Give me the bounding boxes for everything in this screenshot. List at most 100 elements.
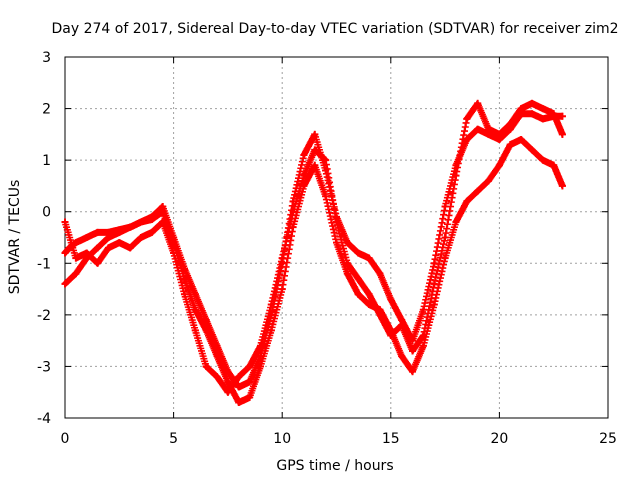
data-point [159, 208, 167, 216]
data-point [311, 146, 319, 154]
data-point [452, 218, 460, 226]
data-point [94, 244, 102, 252]
y-tick-label: 3 [42, 50, 51, 66]
axis-ticks: 0 5 10 15 20 25 -4 -3 -2 -1 0 1 2 3 [37, 50, 617, 447]
data-point [104, 244, 112, 252]
data-point [463, 115, 471, 123]
data-point [485, 125, 493, 133]
data-point [343, 259, 351, 267]
data-point [387, 331, 395, 339]
data-point [126, 223, 134, 231]
data-point [235, 399, 243, 407]
x-tick-label: 25 [599, 431, 617, 447]
data-point [452, 172, 460, 180]
data-point [539, 105, 547, 113]
data-point [235, 383, 243, 391]
data-point [463, 197, 471, 205]
data-point [278, 254, 286, 262]
data-point [419, 342, 427, 350]
y-axis-label: SDTVAR / TECUs [7, 180, 23, 295]
data-point [322, 192, 330, 200]
data-point [558, 112, 566, 120]
data-point [506, 141, 514, 149]
data-point [159, 218, 167, 226]
data-point [224, 388, 232, 396]
data-point [191, 306, 199, 314]
data-point [300, 151, 308, 159]
data-point [267, 326, 275, 334]
data-point [72, 254, 80, 262]
data-point [72, 270, 80, 278]
data-point [354, 275, 362, 283]
x-tick-label: 0 [61, 431, 70, 447]
y-tick-label: 1 [42, 153, 51, 169]
x-tick-label: 5 [169, 431, 178, 447]
data-point [398, 321, 406, 329]
y-tick-label: 0 [42, 205, 51, 221]
data-point [495, 161, 503, 169]
data-point [376, 270, 384, 278]
series-3 [61, 99, 566, 396]
data-point [115, 239, 123, 247]
data-point [558, 130, 566, 138]
data-point [528, 99, 536, 107]
data-point [354, 290, 362, 298]
data-point [517, 136, 525, 144]
data-point [235, 373, 243, 381]
data-point [474, 187, 482, 195]
y-tick-label: -3 [37, 359, 51, 375]
data-point [256, 362, 264, 370]
data-point [333, 218, 340, 226]
data-point [311, 161, 319, 169]
data-point [61, 218, 69, 226]
x-axis-label: GPS time / hours [276, 458, 393, 474]
chart-title: Day 274 of 2017, Sidereal Day-to-day VTE… [52, 21, 619, 37]
data-point [387, 295, 395, 303]
data-point [409, 347, 417, 355]
data-point [126, 244, 134, 252]
data-point [246, 393, 254, 401]
data-point [550, 161, 558, 169]
y-tick-label: -4 [37, 411, 51, 427]
data-point [441, 234, 449, 241]
data-point [180, 290, 188, 298]
data-point [202, 326, 210, 334]
data-point [61, 280, 69, 288]
data-point [430, 301, 438, 309]
data-point [528, 110, 536, 118]
data-point [137, 234, 145, 241]
data-point [256, 342, 264, 350]
data-point [354, 249, 362, 257]
data-point [83, 249, 91, 257]
data-point [289, 208, 297, 216]
data-point [148, 228, 156, 236]
data-point [213, 352, 221, 360]
x-tick-label: 10 [273, 431, 291, 447]
data-point [137, 218, 145, 226]
data-point [528, 146, 536, 154]
data-point [267, 301, 275, 309]
data-point [365, 290, 373, 298]
y-tick-label: -1 [37, 256, 51, 272]
data-point [495, 130, 503, 138]
data-point [224, 378, 232, 386]
y-tick-label: 2 [42, 102, 51, 118]
data-point [409, 368, 417, 376]
data-points [61, 99, 566, 407]
data-point [322, 156, 330, 164]
data-point [474, 125, 482, 133]
data-point [148, 215, 156, 223]
x-tick-label: 20 [490, 431, 508, 447]
data-point [365, 254, 373, 262]
data-point [517, 105, 525, 113]
data-point [506, 120, 514, 128]
y-tick-label: -2 [37, 308, 51, 324]
data-point [430, 280, 438, 288]
data-point [246, 362, 254, 370]
data-point [61, 249, 69, 257]
data-point [539, 156, 547, 164]
data-point [419, 331, 427, 339]
data-point [104, 234, 112, 241]
data-point [485, 177, 493, 185]
